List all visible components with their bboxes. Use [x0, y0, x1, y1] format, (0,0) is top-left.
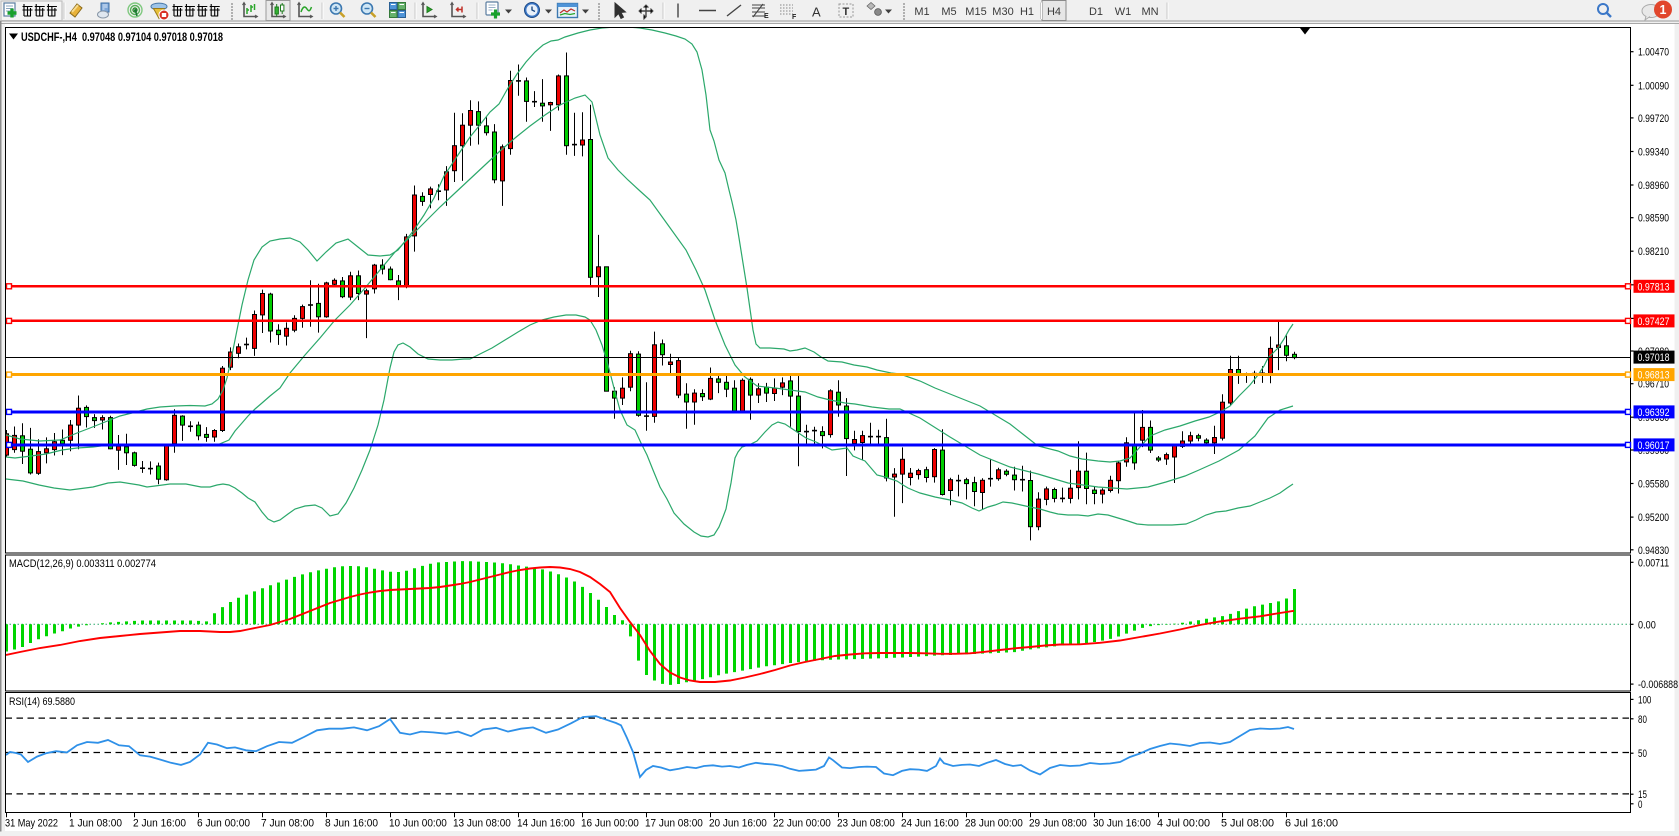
- svg-text:4 Jul 00:00: 4 Jul 00:00: [1157, 818, 1210, 830]
- svg-text:E: E: [764, 13, 769, 20]
- svg-text:0.95200: 0.95200: [1638, 512, 1669, 524]
- svg-text:MN: MN: [1141, 6, 1158, 18]
- svg-text:15: 15: [1638, 789, 1647, 801]
- svg-text:20 Jun 16:00: 20 Jun 16:00: [709, 818, 767, 830]
- svg-text:0.98210: 0.98210: [1638, 246, 1669, 258]
- svg-text:2 Jun 16:00: 2 Jun 16:00: [133, 818, 186, 830]
- svg-text:16 Jun 00:00: 16 Jun 00:00: [581, 818, 639, 830]
- svg-text:0: 0: [1638, 799, 1642, 811]
- svg-text:1.00470: 1.00470: [1638, 47, 1669, 59]
- svg-text:RSI(14) 69.5880: RSI(14) 69.5880: [9, 696, 75, 708]
- svg-text:1 Jun 08:00: 1 Jun 08:00: [69, 818, 122, 830]
- svg-text:22 Jun 00:00: 22 Jun 00:00: [773, 818, 831, 830]
- svg-text:0.99340: 0.99340: [1638, 147, 1669, 159]
- svg-text:100: 100: [1638, 694, 1651, 706]
- svg-text:F: F: [792, 14, 797, 21]
- svg-text:1: 1: [1660, 3, 1667, 17]
- svg-text:0.96392: 0.96392: [1638, 407, 1670, 419]
- svg-text:10 Jun 00:00: 10 Jun 00:00: [389, 818, 447, 830]
- svg-text:USDCHF-,H4 0.97048 0.97104 0.: USDCHF-,H4 0.97048 0.97104 0.97018 0.970…: [21, 32, 223, 44]
- svg-text:0.94830: 0.94830: [1638, 545, 1669, 557]
- svg-text:-0.006888: -0.006888: [1638, 679, 1678, 691]
- svg-text:0.98960: 0.98960: [1638, 180, 1669, 192]
- svg-text:50: 50: [1638, 748, 1647, 760]
- svg-text:0.98590: 0.98590: [1638, 213, 1669, 225]
- svg-text:7 Jun 08:00: 7 Jun 08:00: [261, 818, 314, 830]
- svg-text:0.96710: 0.96710: [1638, 379, 1669, 391]
- svg-text:0.96017: 0.96017: [1638, 440, 1670, 452]
- svg-text:14 Jun 16:00: 14 Jun 16:00: [517, 818, 575, 830]
- svg-text:D1: D1: [1089, 6, 1103, 18]
- svg-text:8 Jun 16:00: 8 Jun 16:00: [325, 818, 378, 830]
- svg-text:M30: M30: [992, 6, 1013, 18]
- svg-text:MACD(12,26,9) 0.003311 0.00277: MACD(12,26,9) 0.003311 0.002774: [9, 558, 156, 570]
- svg-text:5 Jul 08:00: 5 Jul 08:00: [1221, 818, 1274, 830]
- svg-text:29 Jun 08:00: 29 Jun 08:00: [1029, 818, 1087, 830]
- svg-text:M1: M1: [914, 6, 929, 18]
- svg-text:0.00711: 0.00711: [1638, 557, 1669, 569]
- svg-text:6 Jun 00:00: 6 Jun 00:00: [197, 818, 250, 830]
- svg-text:30 Jun 16:00: 30 Jun 16:00: [1093, 818, 1151, 830]
- svg-text:A: A: [812, 5, 821, 20]
- svg-text:T: T: [843, 6, 850, 18]
- svg-text:17 Jun 08:00: 17 Jun 08:00: [645, 818, 703, 830]
- svg-text:28 Jun 00:00: 28 Jun 00:00: [965, 818, 1023, 830]
- svg-text:6 Jul 16:00: 6 Jul 16:00: [1285, 818, 1338, 830]
- svg-text:0.97018: 0.97018: [1638, 352, 1670, 364]
- svg-text:23 Jun 08:00: 23 Jun 08:00: [837, 818, 895, 830]
- svg-text:0.97427: 0.97427: [1638, 316, 1670, 328]
- svg-text:0.95580: 0.95580: [1638, 479, 1669, 491]
- svg-text:24 Jun 16:00: 24 Jun 16:00: [901, 818, 959, 830]
- svg-text:0.96813: 0.96813: [1638, 370, 1670, 382]
- svg-text:M15: M15: [965, 6, 986, 18]
- svg-text:H4: H4: [1047, 6, 1061, 18]
- svg-text:H1: H1: [1020, 6, 1034, 18]
- svg-text:1.00090: 1.00090: [1638, 80, 1669, 92]
- svg-text:80: 80: [1638, 714, 1647, 726]
- svg-text:M5: M5: [941, 6, 956, 18]
- svg-text:0.00: 0.00: [1638, 619, 1656, 631]
- svg-text:13 Jun 08:00: 13 Jun 08:00: [453, 818, 511, 830]
- svg-text:0.99720: 0.99720: [1638, 113, 1669, 125]
- svg-text:W1: W1: [1115, 6, 1132, 18]
- svg-text:0.97813: 0.97813: [1638, 281, 1670, 293]
- svg-text:31 May 2022: 31 May 2022: [5, 818, 58, 830]
